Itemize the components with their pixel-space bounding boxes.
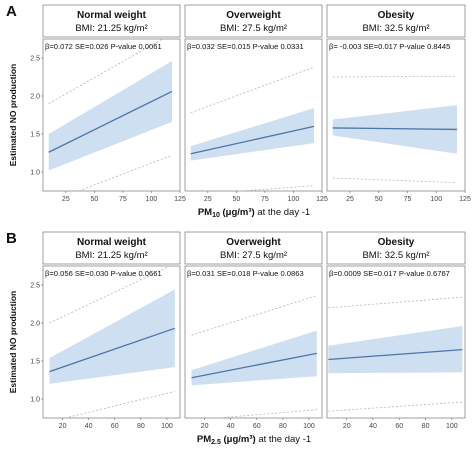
x-tick-label: 125 [459, 196, 471, 203]
y-tick-label: 1.5 [30, 132, 40, 139]
facet-strip [184, 231, 323, 265]
panel-letter: A [6, 3, 17, 20]
fit-line [328, 348, 463, 361]
prediction-upper-line [191, 295, 317, 336]
fit-line [191, 352, 317, 379]
facet-stat: β=0.031 SE=0.018 P-value 0.0863 [187, 269, 304, 278]
facet-stat: β=0.032 SE=0.015 P-value 0.0331 [187, 42, 304, 51]
facet-bmi: BMI: 21.25 kg/m² [75, 23, 147, 34]
y-tick-label: 1.5 [30, 359, 40, 366]
x-tick-label: 25 [62, 196, 70, 203]
facet-strip [42, 4, 181, 38]
x-tick-label: 80 [279, 423, 287, 430]
x-tick-label: 100 [303, 423, 315, 430]
x-axis-label: PM2.5 (μg/m³) at the day -1 [197, 434, 311, 446]
prediction-lower-line [63, 391, 175, 418]
confidence-band [332, 105, 457, 154]
facet-stat: β=0.0009 SE=0.017 P-value 0.6767 [329, 269, 450, 278]
prediction-upper-line [332, 75, 457, 78]
x-tick-label: 100 [430, 196, 442, 203]
fit-line [49, 327, 175, 373]
x-tick-label: 80 [422, 423, 430, 430]
x-tick-label: 100 [288, 196, 300, 203]
facet-title: Obesity [378, 10, 415, 21]
facet-bmi: BMI: 32.5 kg/m² [362, 23, 429, 34]
y-axis-label: Estimated NO production [8, 64, 18, 166]
x-tick-label: 50 [90, 196, 98, 203]
facet-bmi: BMI: 21.25 kg/m² [75, 250, 147, 261]
prediction-upper-line [49, 266, 171, 324]
facet-normal-weight: Normal weight BMI: 21.25 kg/m² β=0.056 SE=… [42, 231, 181, 430]
confidence-band [328, 326, 463, 374]
x-tick-label: 100 [161, 423, 173, 430]
facet-title: Overweight [226, 237, 281, 248]
y-axis-label: Estimated NO production [8, 291, 18, 393]
x-tick-label: 125 [316, 196, 328, 203]
y-tick-label: 2.0 [30, 321, 40, 328]
fit-line [190, 125, 315, 155]
y-tick-label: 1.0 [30, 170, 40, 177]
x-tick-label: 40 [85, 423, 93, 430]
x-tick-label: 75 [119, 196, 127, 203]
facet-overweight: Overweight BMI: 27.5 kg/m² β=0.032 SE=0.01… [184, 4, 328, 203]
x-tick-label: 125 [174, 196, 186, 203]
x-tick-label: 75 [404, 196, 412, 203]
y-tick-label: 2.0 [30, 94, 40, 101]
facet-bmi: BMI: 27.5 kg/m² [220, 23, 287, 34]
x-tick-label: 80 [137, 423, 145, 430]
prediction-lower-line [77, 154, 173, 191]
facet-strip [326, 231, 466, 265]
x-tick-label: 25 [346, 196, 354, 203]
fit-line [332, 127, 457, 131]
x-tick-label: 60 [253, 423, 261, 430]
x-tick-label: 100 [446, 423, 458, 430]
facet-title: Obesity [378, 237, 415, 248]
confidence-band [48, 61, 173, 171]
x-tick-label: 40 [369, 423, 377, 430]
x-tick-label: 100 [146, 196, 158, 203]
x-tick-label: 20 [343, 423, 351, 430]
y-tick-label: 2.5 [30, 283, 40, 290]
facet-normal-weight: Normal weight BMI: 21.25 kg/m² β=0.072 SE=… [42, 4, 186, 203]
facet-obesity: Obesity BMI: 32.5 kg/m² β= -0.003 SE=0.017… [326, 4, 471, 203]
x-tick-label: 20 [201, 423, 209, 430]
y-tick-label: 1.0 [30, 397, 40, 404]
facet-title: Overweight [226, 10, 281, 21]
prediction-upper-line [190, 66, 315, 114]
facet-overweight: Overweight BMI: 27.5 kg/m² β=0.031 SE=0.01… [184, 231, 323, 430]
prediction-lower-line [236, 185, 315, 191]
facet-strip [326, 4, 466, 38]
facet-strip [42, 231, 181, 265]
x-tick-label: 25 [204, 196, 212, 203]
facet-stat: β=0.056 SE=0.030 P-value 0.0661 [45, 269, 162, 278]
prediction-upper-line [48, 39, 164, 104]
facet-bmi: BMI: 27.5 kg/m² [220, 250, 287, 261]
x-tick-label: 60 [395, 423, 403, 430]
fit-line [48, 90, 173, 153]
x-tick-label: 60 [111, 423, 119, 430]
facet-stat: β= -0.003 SE=0.017 P-value 0.8445 [329, 42, 450, 51]
facet-title: Normal weight [77, 237, 147, 248]
x-tick-label: 40 [227, 423, 235, 430]
x-tick-label: 50 [375, 196, 383, 203]
prediction-lower-line [332, 177, 457, 184]
x-tick-label: 75 [261, 196, 269, 203]
y-tick-label: 2.5 [30, 56, 40, 63]
facet-obesity: Obesity BMI: 32.5 kg/m² β=0.0009 SE=0.017 … [326, 231, 466, 430]
facet-bmi: BMI: 32.5 kg/m² [362, 250, 429, 261]
facet-stat: β=0.072 SE=0.026 P-value 0.0061 [45, 42, 162, 51]
x-axis-label: PM10 (μg/m³) at the day -1 [198, 207, 310, 219]
x-tick-label: 50 [232, 196, 240, 203]
facet-title: Normal weight [77, 10, 147, 21]
x-tick-label: 20 [59, 423, 67, 430]
panel-letter: B [6, 230, 17, 247]
facet-strip [184, 4, 323, 38]
